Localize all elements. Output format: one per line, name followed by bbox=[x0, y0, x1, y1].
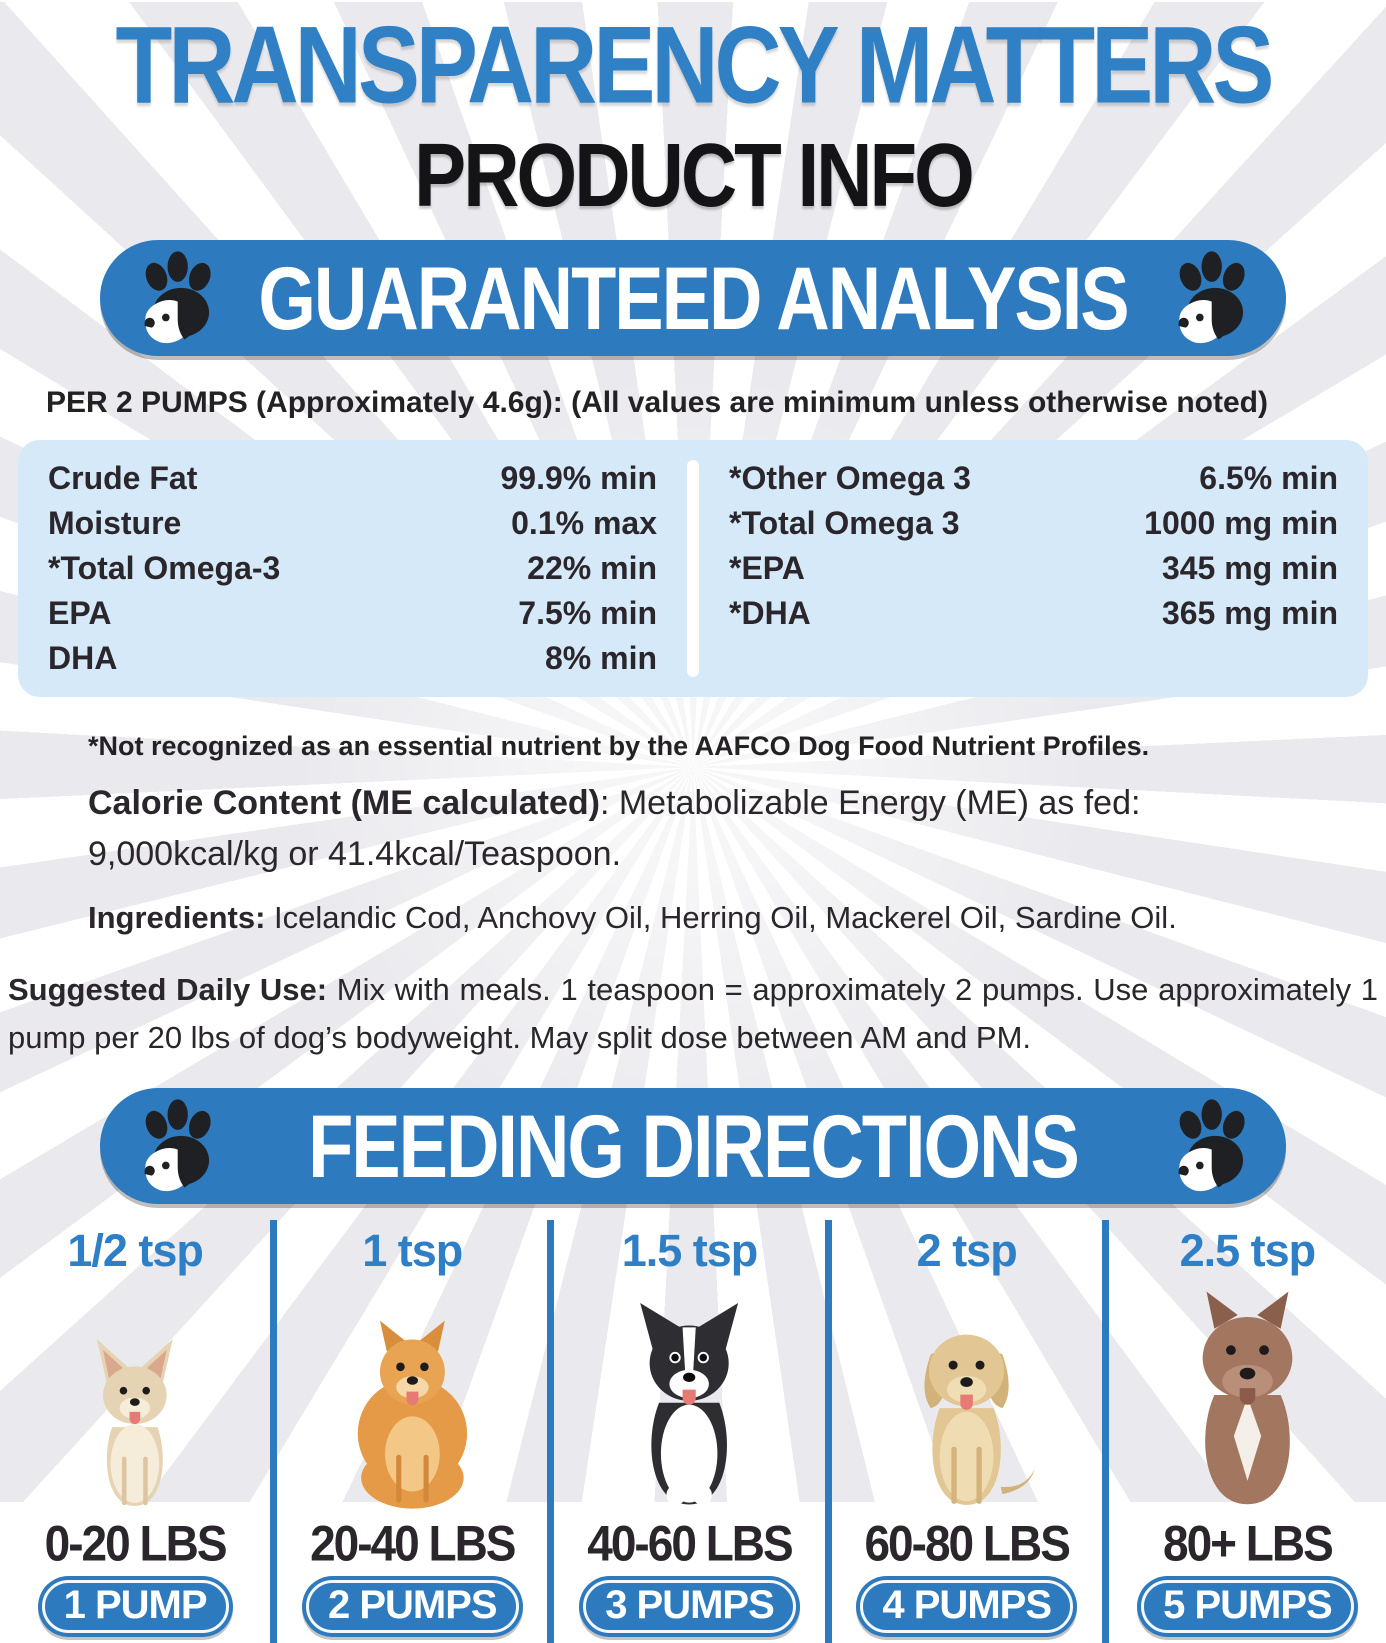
aafco-footnote: *Not recognized as an essential nutrient… bbox=[88, 731, 1150, 761]
page-title: TRANSPARENCY MATTERS bbox=[115, 3, 1275, 126]
pump-count-badge: 3 PUMPS bbox=[579, 1576, 800, 1638]
tsp-label: 2 tsp bbox=[916, 1225, 1018, 1277]
pump-count-badge: 4 PUMPS bbox=[856, 1576, 1077, 1638]
suggested-daily-use: Suggested Daily Use: Mix with meals. 1 t… bbox=[8, 966, 1378, 1062]
calorie-content: Calorie Content (ME calculated): Metabol… bbox=[88, 778, 1290, 880]
feeding-column-80plus-lbs: 2.5 tsp 80+ LBS 5 PUMPS bbox=[1109, 1220, 1386, 1643]
pump-count-badge: 1 PUMP bbox=[37, 1576, 233, 1638]
feeding-column-40-60lbs: 1.5 tsp 40-60 LBS bbox=[554, 1220, 832, 1643]
table-row: Crude Fat 99.9% min bbox=[48, 456, 657, 501]
nutrient-value: 7.5% min bbox=[518, 595, 657, 631]
analysis-table-left: Crude Fat 99.9% min Moisture 0.1% max *T… bbox=[18, 454, 687, 683]
nutrient-label: *Other Omega 3 bbox=[729, 460, 971, 496]
feeding-directions-title: FEEDING DIRECTIONS bbox=[308, 1096, 1080, 1196]
weight-range-label: 80+ LBS bbox=[1162, 1515, 1334, 1572]
paw-dog-icon bbox=[1162, 248, 1258, 348]
nutrient-label: *EPA bbox=[729, 550, 805, 586]
table-row: *EPA 345 mg min bbox=[729, 546, 1338, 591]
table-row: EPA 7.5% min bbox=[48, 591, 657, 636]
pit-bull-photo bbox=[1109, 1278, 1386, 1512]
table-divider bbox=[687, 460, 699, 677]
nutrient-value: 1000 mg min bbox=[1144, 505, 1338, 541]
table-row: DHA 8% min bbox=[48, 636, 657, 681]
weight-range-label: 20-40 LBS bbox=[310, 1515, 516, 1572]
nutrient-label: *Total Omega 3 bbox=[729, 505, 960, 541]
border-collie-photo bbox=[554, 1278, 824, 1512]
tsp-label: 2.5 tsp bbox=[1179, 1225, 1317, 1277]
analysis-table-right: *Other Omega 3 6.5% min *Total Omega 3 1… bbox=[699, 454, 1368, 683]
table-row: Moisture 0.1% max bbox=[48, 501, 657, 546]
table-row: *DHA 365 mg min bbox=[729, 591, 1338, 636]
feeding-column-20-40lbs: 1 tsp 20-40 LBS 2 PUMPS bbox=[277, 1220, 555, 1643]
tsp-label: 1 tsp bbox=[362, 1225, 463, 1277]
tsp-label: 1.5 tsp bbox=[621, 1225, 759, 1277]
nutrient-value: 99.9% min bbox=[500, 460, 657, 496]
nutrient-value: 365 mg min bbox=[1161, 595, 1338, 631]
daily-use-lead: Suggested Daily Use: bbox=[8, 972, 328, 1007]
pump-count-badge: 2 PUMPS bbox=[301, 1576, 523, 1638]
nutrient-value: 22% min bbox=[527, 550, 657, 586]
nutrient-value: 6.5% min bbox=[1199, 460, 1338, 496]
table-row: *Total Omega-3 22% min bbox=[48, 546, 657, 591]
weight-range-label: 60-80 LBS bbox=[864, 1515, 1070, 1572]
nutrient-value: 0.1% max bbox=[511, 505, 657, 541]
weight-range-label: 40-60 LBS bbox=[587, 1515, 793, 1572]
pump-count-badge: 5 PUMPS bbox=[1137, 1576, 1358, 1638]
paw-dog-icon bbox=[1162, 1096, 1258, 1196]
pomeranian-photo bbox=[277, 1278, 547, 1512]
paw-dog-icon bbox=[128, 248, 224, 348]
analysis-intro: PER 2 PUMPS (Approximately 4.6g): (All v… bbox=[46, 386, 1268, 419]
nutrient-label: *DHA bbox=[729, 595, 811, 631]
calorie-content-text: : Metabolizable Energy (ME) as fed: 9,00… bbox=[88, 784, 1141, 873]
calorie-content-lead: Calorie Content (ME calculated) bbox=[88, 784, 600, 822]
guaranteed-analysis-banner: GUARANTEED ANALYSIS bbox=[100, 240, 1286, 356]
analysis-table: Crude Fat 99.9% min Moisture 0.1% max *T… bbox=[18, 440, 1368, 697]
nutrient-value: 8% min bbox=[544, 640, 657, 676]
feeding-column-60-80lbs: 2 tsp 60-80 LBS 4 PUMPS bbox=[832, 1220, 1109, 1643]
table-row: *Other Omega 3 6.5% min bbox=[729, 456, 1338, 501]
page-subtitle: PRODUCT INFO bbox=[414, 124, 975, 226]
feeding-column-0-20lbs: 1/2 tsp 0-20 LBS bbox=[0, 1220, 278, 1643]
feeding-directions-banner: FEEDING DIRECTIONS bbox=[100, 1088, 1286, 1205]
daily-use-text: Mix with meals. 1 teaspoon = approximate… bbox=[8, 972, 1378, 1056]
nutrient-label: DHA bbox=[48, 640, 118, 676]
tsp-label: 1/2 tsp bbox=[67, 1225, 204, 1277]
table-row: *Total Omega 3 1000 mg min bbox=[729, 501, 1338, 546]
nutrient-value: 345 mg min bbox=[1161, 550, 1338, 586]
ingredients-lead: Ingredients: bbox=[88, 900, 266, 935]
nutrient-label: *Total Omega-3 bbox=[48, 550, 281, 586]
feeding-chart: 1/2 tsp 0-20 LBS bbox=[0, 1220, 1386, 1643]
paw-dog-icon bbox=[128, 1096, 224, 1196]
nutrient-label: Moisture bbox=[48, 505, 182, 541]
ingredients: Ingredients: Icelandic Cod, Anchovy Oil,… bbox=[88, 900, 1386, 936]
weight-range-label: 0-20 LBS bbox=[44, 1515, 228, 1572]
ingredients-text: Icelandic Cod, Anchovy Oil, Herring Oil,… bbox=[265, 900, 1177, 935]
nutrient-label: Crude Fat bbox=[48, 460, 198, 496]
golden-retriever-photo bbox=[832, 1278, 1102, 1512]
chihuahua-photo bbox=[0, 1278, 270, 1512]
nutrient-label: EPA bbox=[48, 595, 112, 631]
guaranteed-analysis-title: GUARANTEED ANALYSIS bbox=[258, 248, 1129, 348]
